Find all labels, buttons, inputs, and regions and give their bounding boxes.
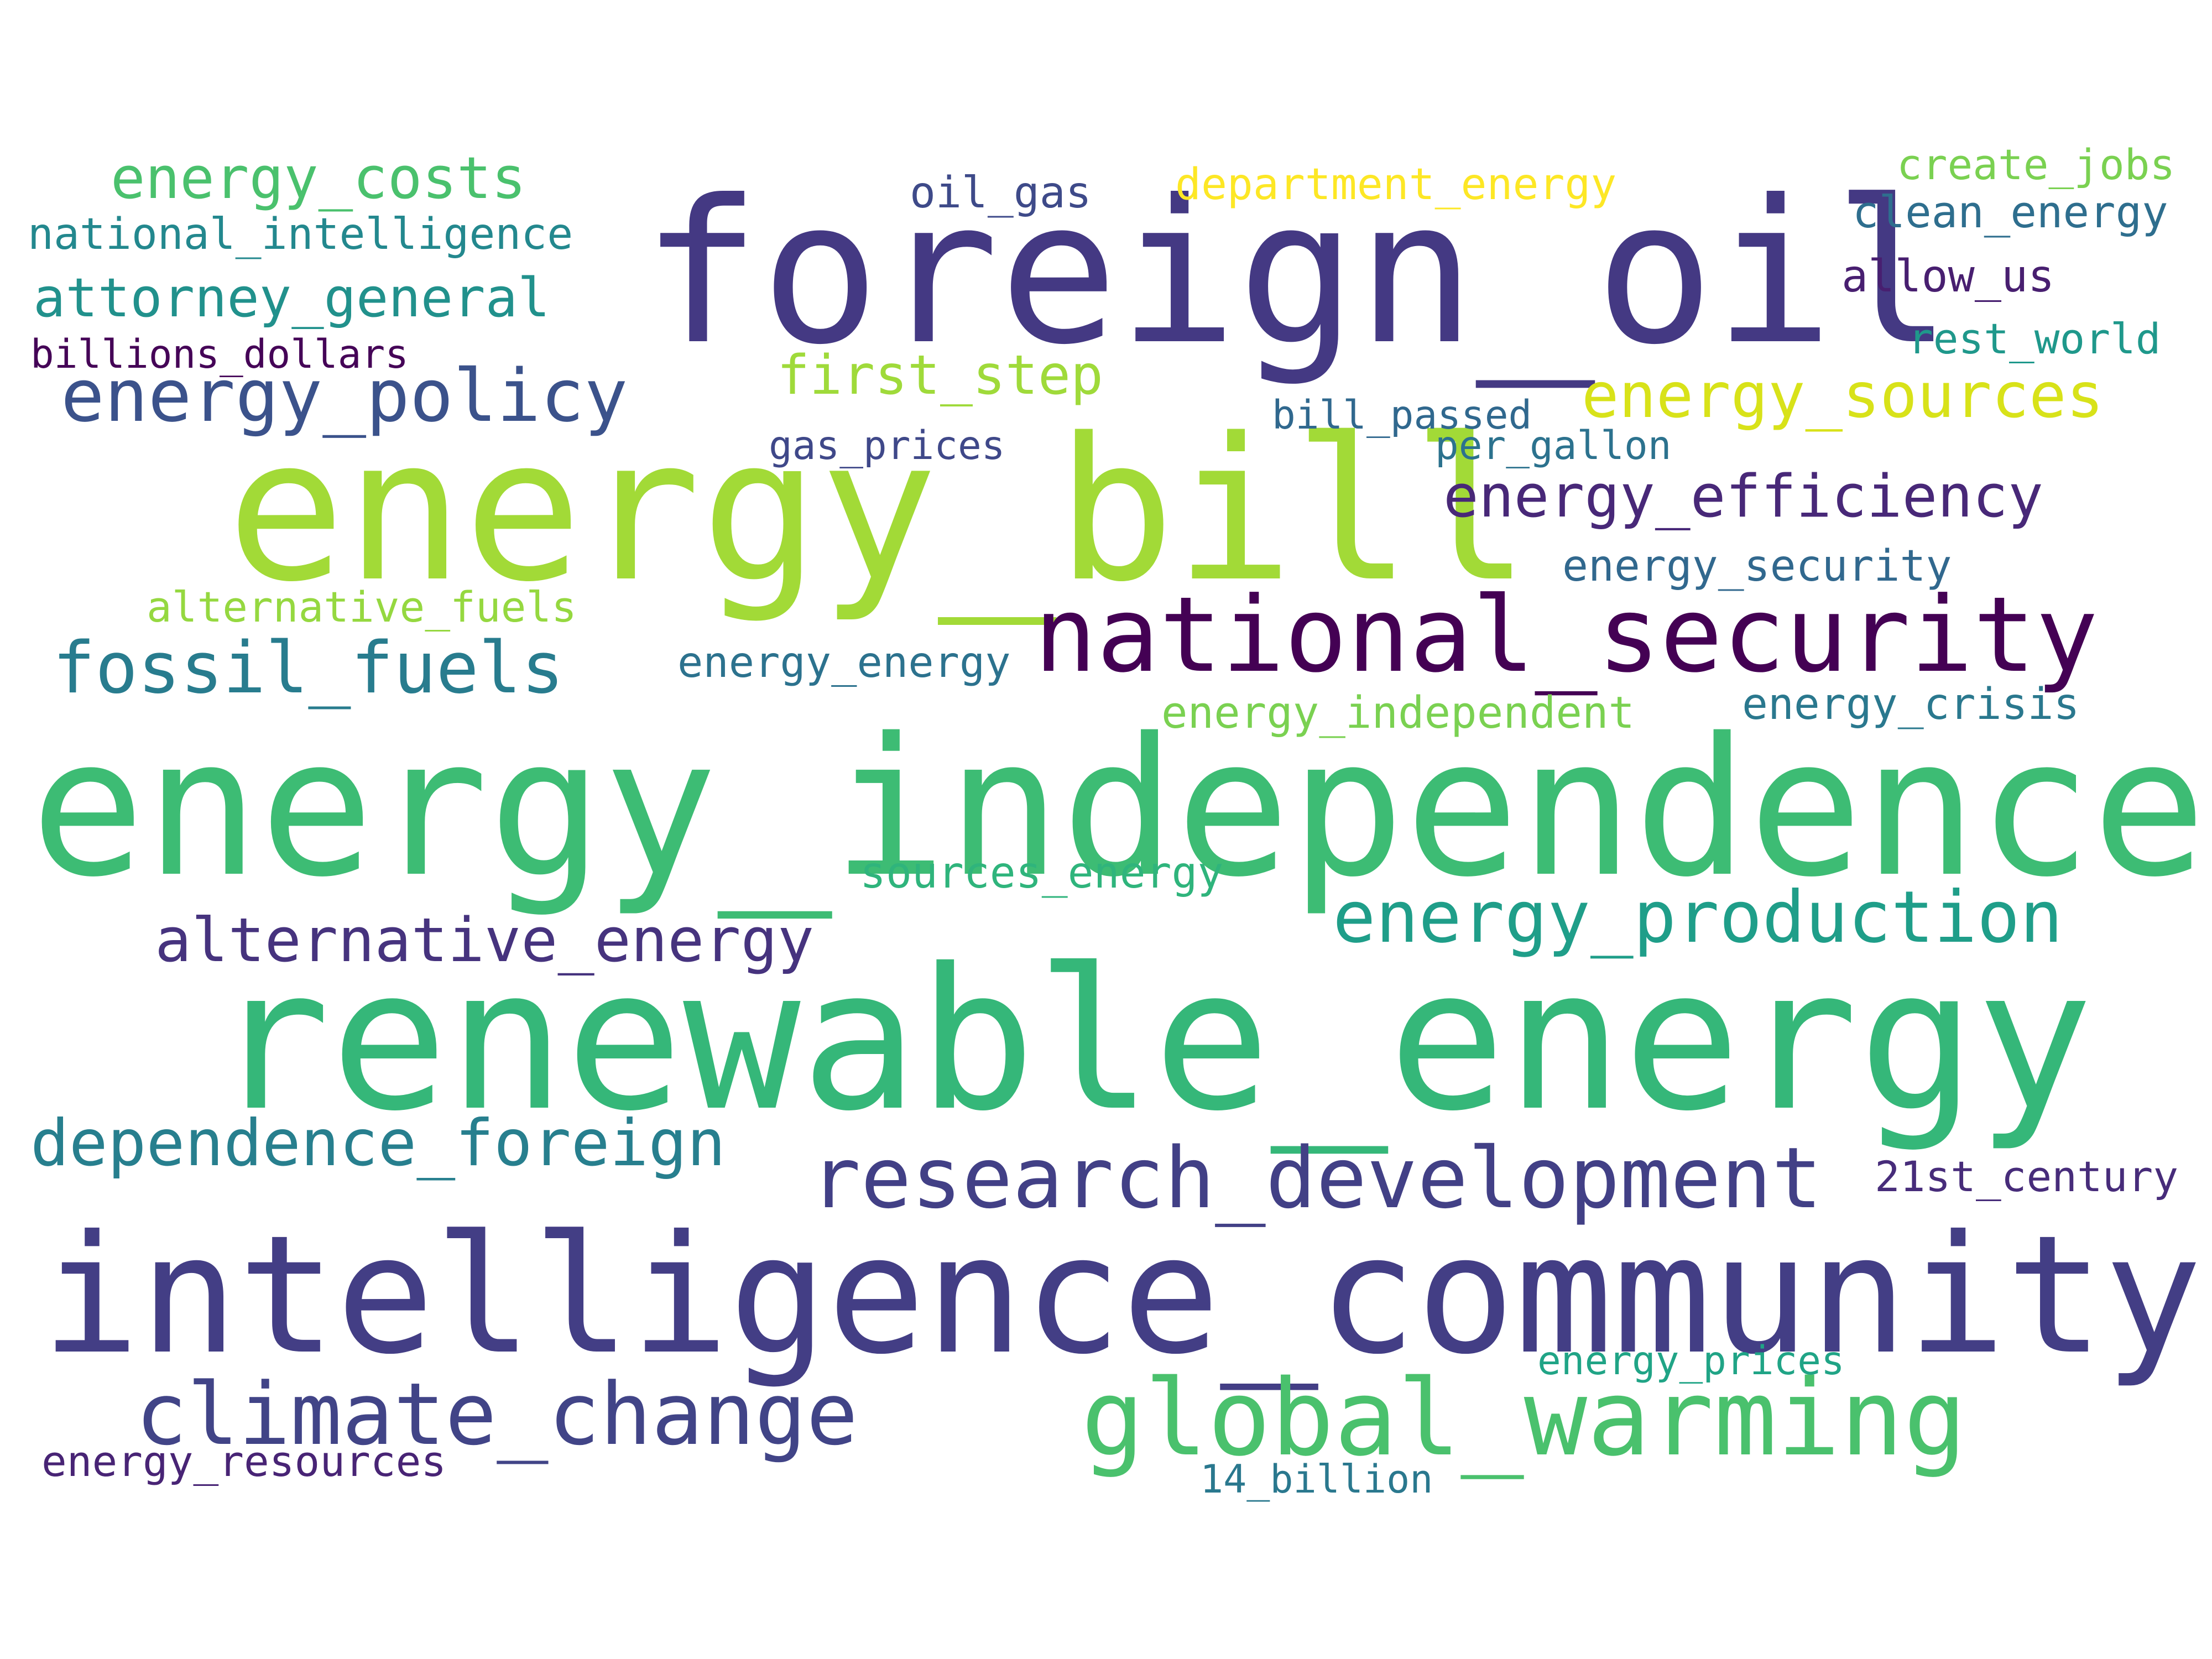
word: sources_energy [860, 848, 1224, 898]
word: energy_energy [677, 638, 1011, 687]
word: gas_prices [769, 422, 1005, 468]
word: global_warming [1081, 1357, 1967, 1479]
word: attorney_general [33, 267, 550, 329]
word: alternative_energy [155, 905, 815, 975]
word: energy_bill [227, 396, 1531, 625]
word: billions_dollars [30, 331, 409, 377]
word: department_energy [1175, 160, 1617, 210]
word: first_step [777, 344, 1104, 407]
word: energy_prices [1537, 1338, 1845, 1384]
word: research_development [810, 1129, 1823, 1227]
word: energy_crisis [1742, 680, 2080, 729]
word: energy_security [1562, 541, 1952, 591]
word: energy_resources [41, 1437, 447, 1486]
word: foreign_oil [641, 158, 1953, 388]
word: rest_world [1908, 314, 2161, 363]
word: energy_independence [30, 698, 2207, 919]
word: per_gallon [1435, 422, 1672, 468]
word: intelligence_community [41, 1200, 2203, 1390]
word: energy_efficiency [1443, 462, 2043, 530]
word: energy_costs [111, 144, 526, 212]
word: national_intelligence [28, 210, 573, 259]
word: clean_energy [1853, 187, 2168, 238]
word: 14_billion [1200, 1457, 1433, 1502]
word: allow_us [1841, 251, 2055, 302]
word: energy_sources [1582, 360, 2104, 432]
word: energy_production [1333, 876, 2063, 959]
word: alternative_fuels [147, 582, 577, 632]
word: energy_independent [1161, 687, 1635, 738]
word: bill_passed [1272, 392, 1532, 438]
word: dependence_foreign [30, 1106, 726, 1181]
word: oil_gas [910, 168, 1092, 218]
word: 21st_century [1875, 1152, 2179, 1201]
word: renewable_energy [213, 927, 2094, 1154]
word: climate_change [135, 1364, 858, 1464]
word: national_security [1034, 575, 2099, 696]
word: create_jobs [1897, 140, 2176, 189]
word: energy_policy [61, 353, 628, 438]
word: fossil_fuels [53, 627, 564, 709]
